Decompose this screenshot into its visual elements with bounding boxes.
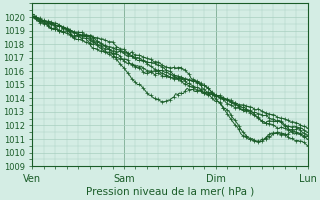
X-axis label: Pression niveau de la mer( hPa ): Pression niveau de la mer( hPa ) <box>86 187 254 197</box>
